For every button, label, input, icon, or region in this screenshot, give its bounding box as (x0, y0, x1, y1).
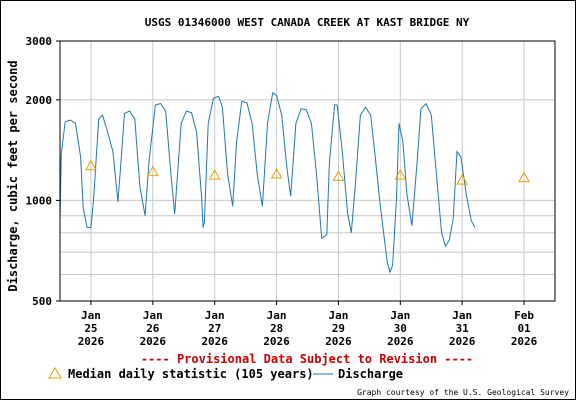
x-tick-day: 30 (394, 322, 407, 335)
legend-median-label: Median daily statistic (105 years) (68, 367, 314, 381)
y-tick-label: 500 (32, 295, 52, 308)
x-tick-day: 28 (270, 322, 283, 335)
y-tick-label: 2000 (26, 94, 53, 107)
x-tick-month: Jan (267, 309, 287, 322)
median-point (85, 159, 97, 171)
x-tick-year: 2026 (263, 335, 290, 348)
y-axis-label: Discharge, cubic feet per second (6, 60, 20, 291)
median-point (518, 171, 530, 183)
x-tick-day: 25 (84, 322, 97, 335)
legend-discharge-label: Discharge (338, 367, 403, 381)
chart-title: USGS 01346000 WEST CANADA CREEK AT KAST … (145, 16, 470, 29)
x-tick-month: Jan (329, 309, 349, 322)
x-tick-year: 2026 (449, 335, 476, 348)
series-layer (59, 91, 530, 274)
x-tick-month: Jan (81, 309, 101, 322)
median-point (394, 169, 407, 180)
x-tick-year: 2026 (78, 335, 105, 348)
median-point (332, 170, 345, 181)
x-tick-month: Jan (205, 309, 225, 322)
x-tick-year: 2026 (511, 335, 538, 348)
x-tick-year: 2026 (140, 335, 167, 348)
x-tick-month: Jan (452, 309, 472, 322)
y-tick-label: 3000 (26, 35, 53, 48)
provisional-note: ---- Provisional Data Subject to Revisio… (141, 352, 473, 366)
legend: Median daily statistic (105 years) Disch… (48, 367, 403, 381)
y-tick-labels: 500 1000 2000 3000 (26, 35, 60, 308)
median-point (456, 174, 469, 185)
x-tick-year: 2026 (387, 335, 414, 348)
median-point (270, 167, 283, 179)
y-tick-label: 1000 (26, 194, 53, 207)
x-tick-labels: Jan252026Jan262026Jan272026Jan282026Jan2… (78, 301, 538, 348)
x-tick-month: Jan (143, 309, 163, 322)
x-tick-day: 27 (208, 322, 221, 335)
x-tick-year: 2026 (325, 335, 352, 348)
plot-area-border (59, 40, 556, 302)
x-tick-month: Jan (390, 309, 410, 322)
x-tick-year: 2026 (201, 335, 228, 348)
x-tick-day: 31 (456, 322, 470, 335)
median-point (208, 169, 221, 180)
grid-lines (60, 41, 555, 301)
x-tick-day: 29 (332, 322, 345, 335)
discharge-series-line (59, 91, 476, 274)
legend-median-marker (48, 367, 62, 379)
x-tick-month: Feb (514, 309, 534, 322)
median-point (146, 165, 159, 177)
x-tick-day: 01 (517, 322, 531, 335)
credit-text: Graph courtesy of the U.S. Geological Su… (357, 388, 569, 397)
x-tick-day: 26 (146, 322, 160, 335)
